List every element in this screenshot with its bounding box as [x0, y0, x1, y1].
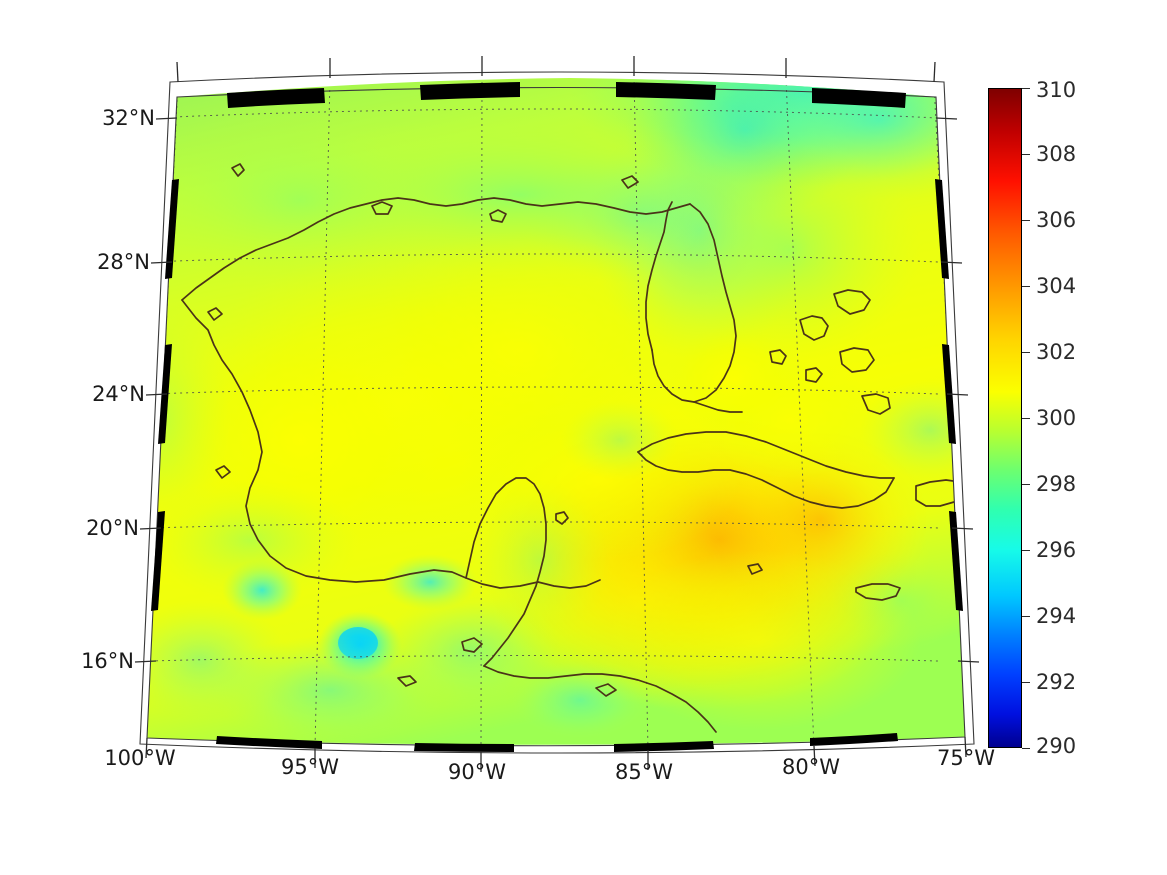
- colorbar-tick-296: [1022, 550, 1030, 551]
- colorbar-tick-308: [1022, 154, 1030, 155]
- colorbar-label-310: 310: [1036, 78, 1077, 102]
- colorbar[interactable]: 310 308 306 304 302 300 298 296 294 292 …: [988, 78, 1076, 758]
- colorbar-tick-294: [1022, 616, 1030, 617]
- colorbar-label-298: 298: [1036, 472, 1077, 496]
- lat-tick-label-20n: 20°N: [86, 516, 139, 540]
- map-svg: [134, 56, 980, 772]
- colorbar-gradient: [988, 88, 1022, 748]
- lon-tick-label-95w: 95°W: [281, 755, 339, 779]
- lat-tick-label-28n: 28°N: [97, 250, 150, 274]
- colorbar-tick-304: [1022, 286, 1030, 287]
- lon-tick-label-85w: 85°W: [615, 760, 673, 784]
- colorbar-tick-302: [1022, 352, 1030, 353]
- map-panel[interactable]: 32°N 28°N 24°N 20°N 16°N 100°W 95°W 90°W…: [0, 0, 1000, 800]
- lon-tick-label-90w: 90°W: [448, 760, 506, 784]
- colorbar-tick-306: [1022, 220, 1030, 221]
- lon-tick-label-75w: 75°W: [937, 746, 995, 770]
- colorbar-label-304: 304: [1036, 274, 1077, 298]
- colorbar-tick-290: [1022, 748, 1030, 749]
- colorbar-label-290: 290: [1036, 734, 1077, 758]
- colorbar-label-292: 292: [1036, 670, 1077, 694]
- colorbar-label-294: 294: [1036, 604, 1077, 628]
- colorbar-tick-292: [1022, 682, 1030, 683]
- lon-tick-label-100w: 100°W: [104, 746, 176, 770]
- lat-tick-label-32n: 32°N: [102, 106, 155, 130]
- sst-raster: [147, 78, 965, 745]
- colorbar-label-300: 300: [1036, 406, 1077, 430]
- colorbar-tick-298: [1022, 484, 1030, 485]
- lat-tick-label-16n: 16°N: [81, 649, 134, 673]
- colorbar-label-302: 302: [1036, 340, 1077, 364]
- coastlines: [181, 163, 965, 733]
- colorbar-tick-310: [1022, 88, 1030, 89]
- lat-tick-label-24n: 24°N: [92, 382, 145, 406]
- colorbar-label-308: 308: [1036, 142, 1077, 166]
- colorbar-label-306: 306: [1036, 208, 1077, 232]
- colorbar-tick-300: [1022, 418, 1030, 419]
- lon-tick-label-80w: 80°W: [782, 755, 840, 779]
- map-border: [134, 56, 980, 772]
- colorbar-label-296: 296: [1036, 538, 1077, 562]
